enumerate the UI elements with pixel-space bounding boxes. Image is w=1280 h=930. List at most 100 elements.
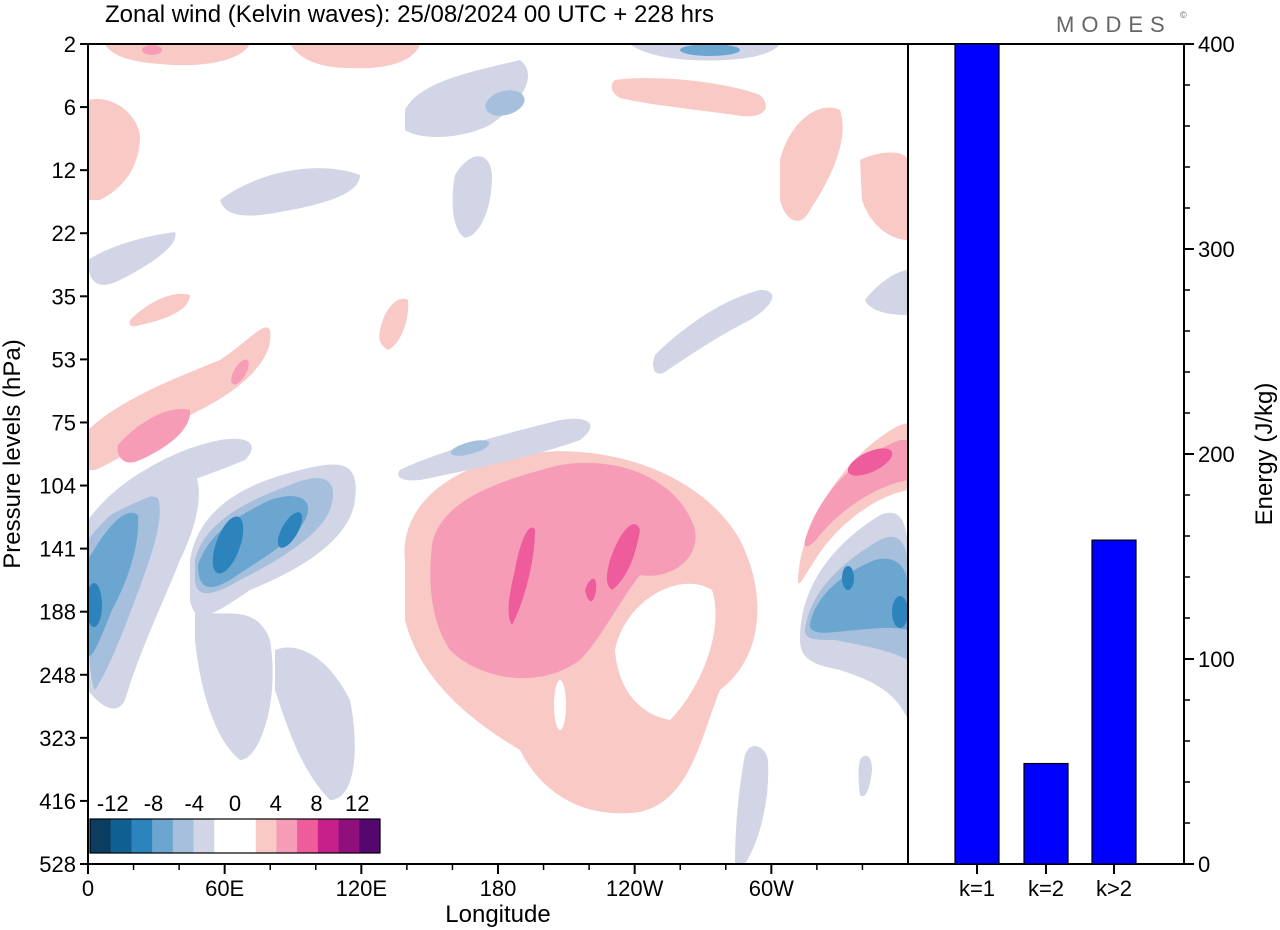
y-tick-label: 248 bbox=[39, 663, 76, 688]
x-tick-label: 60W bbox=[749, 876, 794, 901]
positive-upper-east bbox=[611, 78, 766, 117]
energy-bar bbox=[1023, 762, 1069, 865]
energy-tick-label: 300 bbox=[1198, 237, 1235, 262]
wavenumber-label: k=2 bbox=[1028, 876, 1064, 901]
y-tick-label: 528 bbox=[39, 852, 76, 877]
y-tick-label: 35 bbox=[52, 284, 76, 309]
colorbar-label: 12 bbox=[345, 791, 369, 816]
negative-tilt-104 bbox=[88, 438, 252, 525]
negative-120e-tail bbox=[275, 647, 355, 800]
negative-60e-tail bbox=[195, 610, 273, 760]
colorbar-swatch bbox=[338, 819, 360, 853]
energy-tick-label: 200 bbox=[1198, 442, 1235, 467]
colorbar-swatch bbox=[110, 819, 132, 853]
positive-upper-60w bbox=[780, 107, 843, 221]
positive-tilt-core bbox=[231, 359, 249, 385]
colorbar-swatch bbox=[255, 819, 277, 853]
modes-logo: MODES bbox=[1056, 12, 1172, 37]
positive-53-mid bbox=[379, 298, 409, 350]
x-tick-label: 120W bbox=[606, 876, 664, 901]
negative-60e-core bbox=[212, 516, 244, 574]
negative-low-right bbox=[858, 755, 872, 797]
colorbar-swatch bbox=[193, 819, 215, 853]
negative-tilt-mid-core bbox=[450, 440, 490, 456]
wind-section-plot: 2 6 12 22 35 53 75 104 141 188 248 323 416 528 0 60E 12… bbox=[0, 32, 909, 928]
positive-core-2 bbox=[606, 524, 640, 590]
colorbar-swatch bbox=[214, 819, 236, 853]
positive-60w-core bbox=[847, 448, 893, 476]
colorbar-label: 8 bbox=[310, 791, 322, 816]
negative-upper-35 bbox=[88, 232, 176, 285]
negative-60w-core bbox=[842, 566, 854, 590]
negative-top-east-core bbox=[680, 44, 740, 56]
energy-axis-label: Energy (J/kg) bbox=[1251, 383, 1278, 526]
positive-tilt-l2 bbox=[117, 409, 191, 463]
y-tick-label: 141 bbox=[39, 537, 76, 562]
colorbar-swatch bbox=[152, 819, 174, 853]
y-tick-label: 75 bbox=[52, 410, 76, 435]
dome-hole bbox=[615, 583, 716, 720]
y-tick-label: 323 bbox=[39, 726, 76, 751]
bar-plot-frame bbox=[907, 43, 1185, 865]
colorbar-label: 0 bbox=[229, 791, 241, 816]
positive-core-1 bbox=[508, 527, 535, 625]
wavenumber-label: k>2 bbox=[1096, 876, 1132, 901]
colorbar-label: -4 bbox=[184, 791, 204, 816]
colorbar: -12 -8 -4 0 4 8 12 bbox=[89, 791, 381, 854]
pressure-axis: 2 6 12 22 35 53 75 104 141 188 248 323 416 528 bbox=[39, 32, 88, 877]
negative-60w-l3 bbox=[810, 558, 908, 633]
colorbar-label: -12 bbox=[97, 791, 129, 816]
positive-upper-west bbox=[88, 99, 140, 200]
y-tick-label: 6 bbox=[64, 95, 76, 120]
logo-mark: © bbox=[1180, 10, 1187, 20]
colorbar-swatch bbox=[172, 819, 195, 853]
colorbar-swatch bbox=[235, 819, 257, 853]
wavenumber-label: k=1 bbox=[959, 876, 995, 901]
negative-60e-core-2 bbox=[277, 512, 303, 548]
x-tick-label: 120E bbox=[336, 876, 387, 901]
negative-low-60w bbox=[735, 745, 769, 864]
positive-top-1 bbox=[290, 44, 420, 69]
colorbar-label: 4 bbox=[270, 791, 282, 816]
negative-upper-mid-core bbox=[485, 90, 525, 116]
positive-top-2 bbox=[105, 44, 250, 66]
positive-dome-l2 bbox=[430, 462, 696, 679]
wavenumber-axis: k=1 k=2 k>2 bbox=[959, 864, 1132, 901]
positive-core-3 bbox=[585, 578, 597, 602]
negative-west-core bbox=[88, 583, 102, 627]
x-axis-label: Longitude bbox=[445, 901, 550, 928]
y-tick-label: 12 bbox=[52, 158, 76, 183]
y-axis-label: Pressure levels (hPa) bbox=[0, 339, 26, 568]
colorbar-frame bbox=[89, 818, 381, 854]
energy-bar bbox=[954, 43, 1000, 865]
y-tick-label: 416 bbox=[39, 789, 76, 814]
y-tick-label: 22 bbox=[52, 221, 76, 246]
positive-upper-right bbox=[860, 152, 908, 240]
negative-35-right bbox=[865, 270, 908, 315]
energy-tick-label: 100 bbox=[1198, 647, 1235, 672]
colorbar-swatch bbox=[359, 819, 381, 853]
longitude-axis: 0 60E 120E 180 120W 60W bbox=[82, 864, 864, 901]
colorbar-swatch bbox=[317, 819, 340, 853]
wind-contours bbox=[88, 44, 908, 864]
colorbar-swatch bbox=[297, 819, 319, 853]
energy-bar bbox=[1091, 539, 1137, 865]
y-tick-label: 104 bbox=[39, 474, 76, 499]
colorbar-label: -8 bbox=[144, 791, 164, 816]
colorbar-swatch bbox=[90, 819, 112, 853]
x-tick-label: 60E bbox=[205, 876, 244, 901]
negative-upper-12 bbox=[220, 168, 360, 216]
positive-60w-l2 bbox=[804, 440, 908, 547]
negative-upper-mid bbox=[405, 60, 529, 137]
y-tick-label: 53 bbox=[52, 347, 76, 372]
energy-bar-chart: 0 100 200 300 400 k=1 k=2 k>2 Energy (J/kg) bbox=[907, 32, 1278, 901]
positive-top-core bbox=[142, 45, 162, 55]
chart-title: Zonal wind (Kelvin waves): 25/08/2024 00… bbox=[105, 1, 714, 28]
x-tick-label: 180 bbox=[480, 876, 517, 901]
colorbar-swatch bbox=[276, 819, 298, 853]
dome-hole-small bbox=[554, 680, 566, 730]
negative-53-east bbox=[653, 290, 773, 374]
negative-60w-core-2 bbox=[892, 596, 908, 628]
positive-35-west bbox=[129, 293, 190, 327]
negative-west-l3 bbox=[88, 512, 139, 656]
